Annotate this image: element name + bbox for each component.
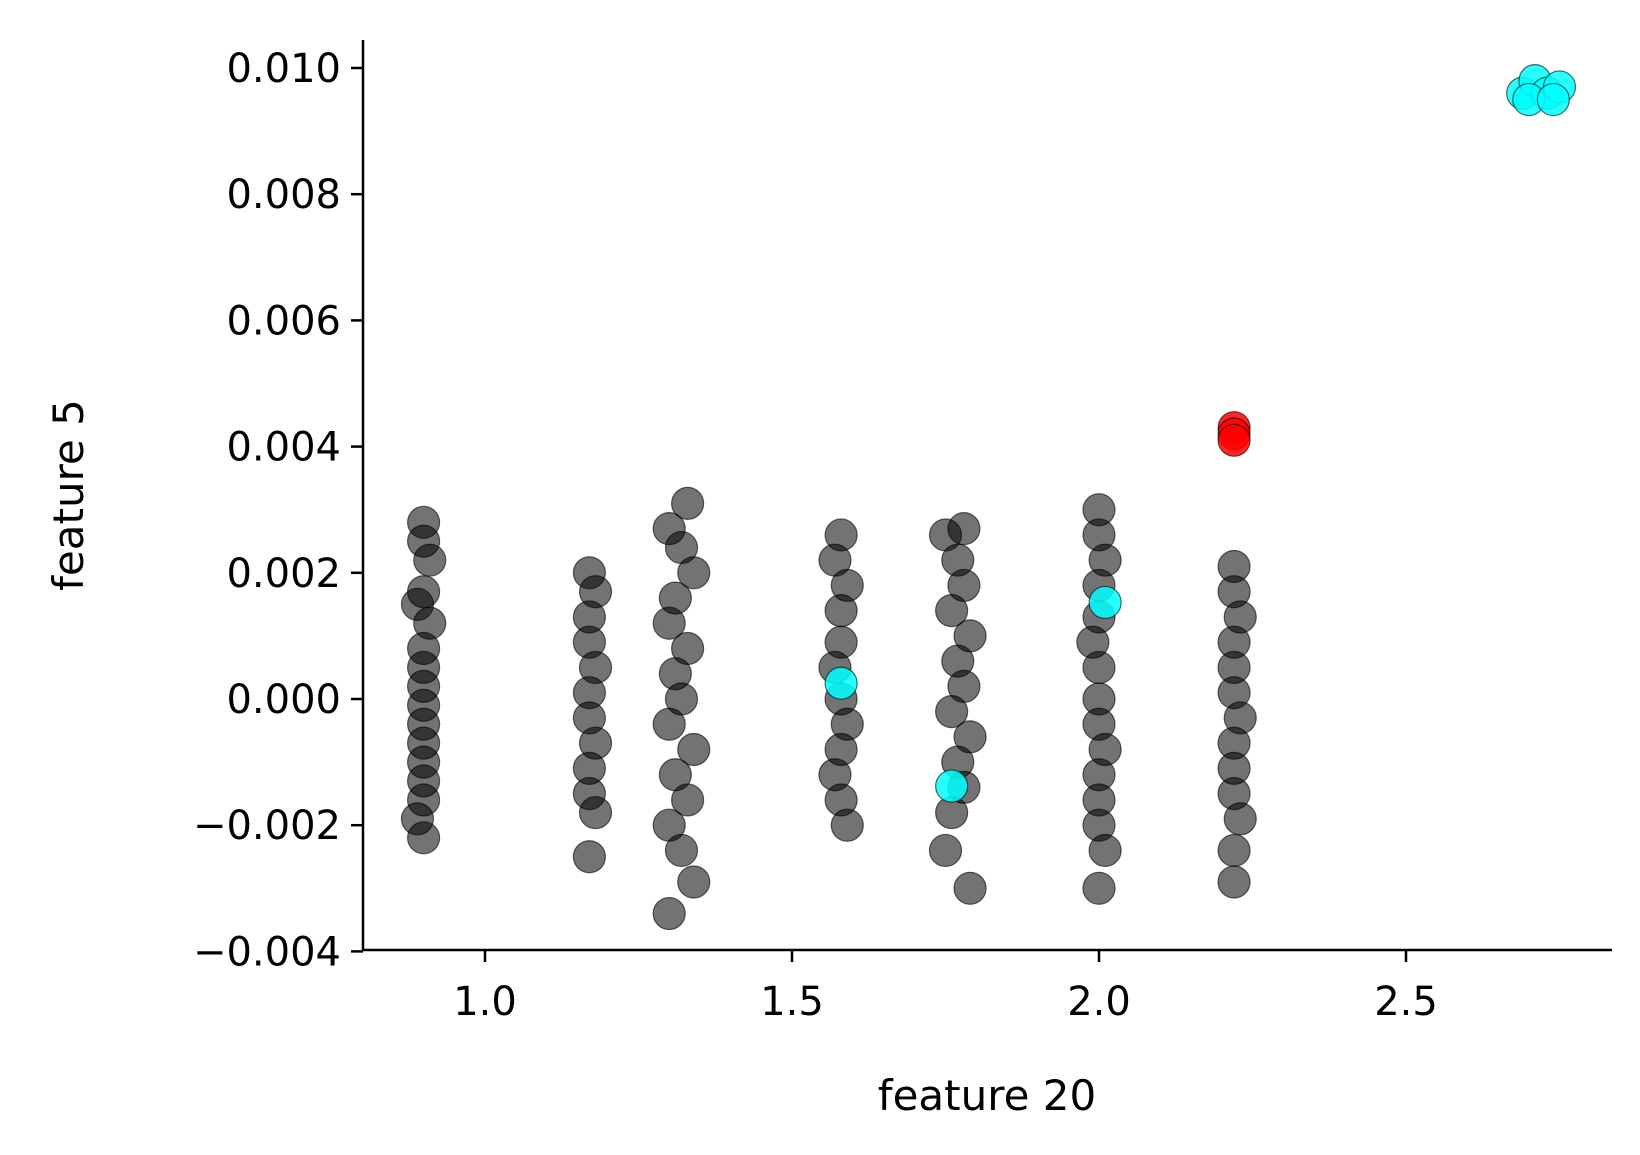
- plot-points: [400, 64, 1577, 931]
- cyan-data-point: [824, 666, 858, 700]
- x-tick-label: 1.0: [453, 979, 517, 1025]
- cyan-data-point: [1088, 585, 1122, 620]
- black-data-point: [407, 821, 441, 855]
- black-data-point: [671, 783, 705, 817]
- black-data-point: [677, 556, 711, 590]
- y-tick-label: −0.002: [193, 803, 341, 849]
- x-tick-label: 1.5: [760, 979, 824, 1025]
- black-data-point: [652, 606, 686, 640]
- black-data-point: [413, 543, 447, 577]
- black-data-point: [664, 833, 699, 868]
- black-data-point: [1082, 871, 1116, 905]
- black-data-point: [953, 871, 987, 905]
- black-data-point: [935, 594, 969, 628]
- axes: [361, 40, 1612, 952]
- y-ticks: −0.004 −0.002 0.000 0.002 0.004 0.006 0.008 0.0…: [193, 46, 363, 975]
- black-data-point: [1217, 833, 1251, 868]
- red-data-point: [1217, 423, 1251, 457]
- y-tick-label: 0.006: [226, 298, 341, 344]
- y-tick-label: 0.002: [226, 551, 341, 597]
- y-tick-label: 0.010: [226, 46, 341, 92]
- x-tick-label: 2.0: [1067, 979, 1131, 1025]
- y-tick-label: 0.004: [226, 425, 341, 471]
- black-data-point: [830, 808, 864, 842]
- black-data-point: [671, 486, 705, 520]
- black-data-point: [652, 707, 686, 741]
- black-data-point: [1088, 833, 1122, 868]
- black-data-point: [1217, 865, 1251, 899]
- black-data-point: [935, 695, 969, 729]
- cyan-data-point: [1536, 82, 1570, 117]
- black-data-point: [824, 594, 858, 628]
- black-data-point: [578, 795, 613, 830]
- x-axis-title: feature 20: [878, 1071, 1096, 1120]
- black-data-point: [1223, 802, 1257, 836]
- black-data-point: [677, 732, 711, 767]
- y-tick-label: 0.008: [226, 172, 341, 218]
- cyan-data-point: [935, 769, 969, 803]
- y-tick-label: 0.000: [226, 677, 341, 723]
- black-data-point: [652, 896, 686, 931]
- black-data-point: [947, 512, 981, 546]
- y-axis-title: feature 5: [44, 399, 93, 591]
- black-data-point: [928, 833, 963, 868]
- y-tick-label: −0.004: [193, 929, 341, 975]
- black-data-point: [677, 865, 711, 899]
- x-ticks: 1.0 1.5 2.0 2.5: [453, 950, 1438, 1025]
- black-data-point: [1082, 650, 1116, 685]
- x-tick-label: 2.5: [1374, 979, 1438, 1025]
- black-data-point: [572, 840, 606, 874]
